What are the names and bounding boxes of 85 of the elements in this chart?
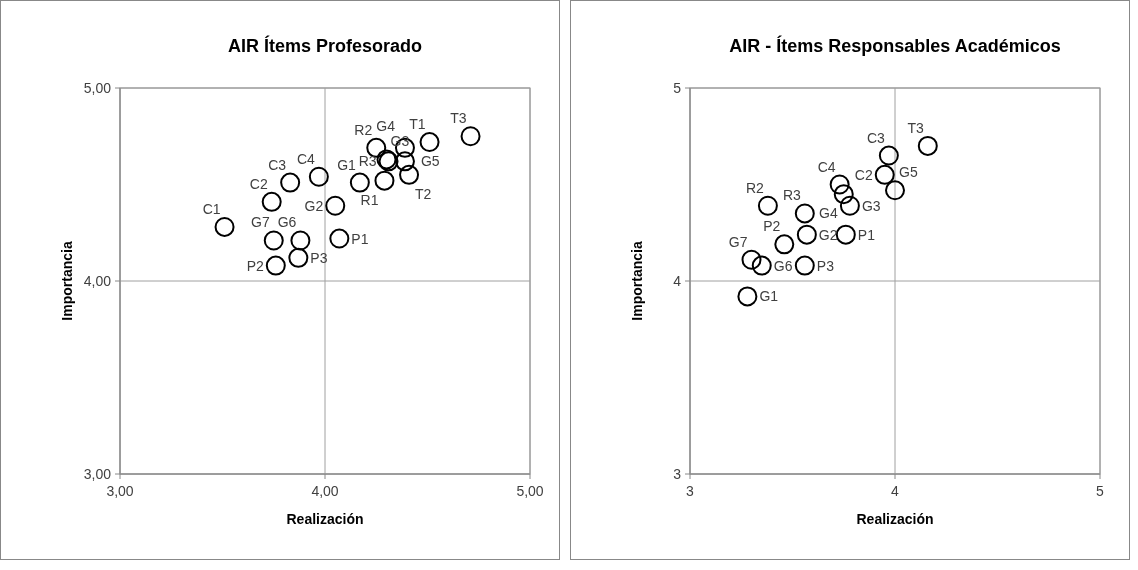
x-tick-label: 4,00 [311, 483, 339, 499]
series-label: C4 [296, 150, 316, 167]
series-label: C2 [249, 175, 268, 192]
series-label: R3 [358, 153, 377, 170]
series-label: P2 [246, 257, 265, 274]
y-tick-label: 4 [673, 273, 682, 289]
point [829, 174, 850, 195]
chart-title: AIR Ítems Profesorado [227, 35, 423, 56]
point [394, 151, 415, 172]
point [349, 172, 370, 193]
series-label: G4 [376, 117, 396, 134]
point [737, 286, 758, 307]
series-label: C3 [268, 156, 287, 173]
series-label: C2 [854, 166, 873, 183]
x-tick-label: 5 [1096, 483, 1105, 499]
point [878, 145, 899, 166]
y-tick-label: 5 [673, 80, 682, 96]
point [288, 247, 309, 268]
series-label: G7 [251, 214, 270, 231]
series-label: R2 [354, 121, 373, 138]
x-axis-title: Realización [286, 511, 364, 527]
point [374, 170, 395, 191]
y-tick-label: 3 [673, 466, 682, 482]
point [263, 230, 284, 251]
series-label: G7 [728, 233, 748, 250]
x-axis-title: Realización [856, 511, 934, 527]
series-label: G5 [899, 164, 918, 181]
series-label: R1 [360, 191, 379, 208]
y-tick-label: 5,00 [83, 80, 112, 96]
y-tick-label: 4,00 [83, 273, 112, 289]
series-label: C3 [866, 129, 886, 146]
series-label: G1 [759, 288, 779, 305]
point [280, 172, 301, 193]
series-label: G6 [773, 257, 793, 274]
series-label: T2 [415, 185, 432, 202]
x-tick-label: 5,00 [516, 483, 544, 499]
x-tick-label: 3 [686, 483, 695, 499]
series-label: G2 [304, 197, 324, 214]
y-axis-title: Importancia [59, 241, 75, 321]
point [794, 203, 815, 224]
series-label: P3 [310, 249, 328, 266]
series-label: P1 [857, 226, 876, 243]
point [308, 166, 329, 187]
point [741, 249, 762, 270]
point [917, 135, 938, 156]
point [751, 255, 772, 276]
chart-title: AIR - Ítems Responsables Académicos [729, 35, 1061, 56]
series-label: T1 [409, 116, 426, 133]
point [325, 195, 346, 216]
point [833, 184, 854, 205]
series-label: G1 [337, 156, 357, 173]
series-label: P3 [816, 257, 835, 274]
series-label: P2 [763, 218, 781, 235]
point [261, 191, 282, 212]
point [460, 126, 481, 147]
point [329, 228, 350, 249]
point [835, 224, 856, 245]
series-label: G5 [420, 153, 440, 170]
series-label: T3 [450, 110, 467, 127]
y-tick-label: 3,00 [83, 466, 112, 482]
x-tick-label: 4 [891, 483, 900, 499]
point [366, 137, 387, 158]
point [796, 224, 817, 245]
series-label: C1 [202, 200, 221, 217]
point [214, 216, 235, 237]
series-label: R2 [745, 179, 765, 196]
series-label: G6 [277, 214, 297, 231]
series-label: G3 [861, 197, 881, 214]
series-label: R3 [782, 187, 801, 204]
series-label: C4 [817, 158, 836, 175]
x-tick-label: 3,00 [106, 483, 134, 499]
point [290, 230, 311, 251]
point [757, 195, 778, 216]
series-label: G4 [819, 205, 838, 222]
point [839, 195, 860, 216]
point [794, 255, 815, 276]
series-label: T3 [907, 119, 925, 136]
point [419, 132, 440, 153]
point [774, 234, 795, 255]
point [885, 180, 905, 201]
y-axis-title: Importancia [629, 241, 645, 321]
point [874, 164, 895, 185]
point [399, 164, 420, 185]
series-label: P1 [351, 230, 369, 247]
point [265, 255, 286, 276]
